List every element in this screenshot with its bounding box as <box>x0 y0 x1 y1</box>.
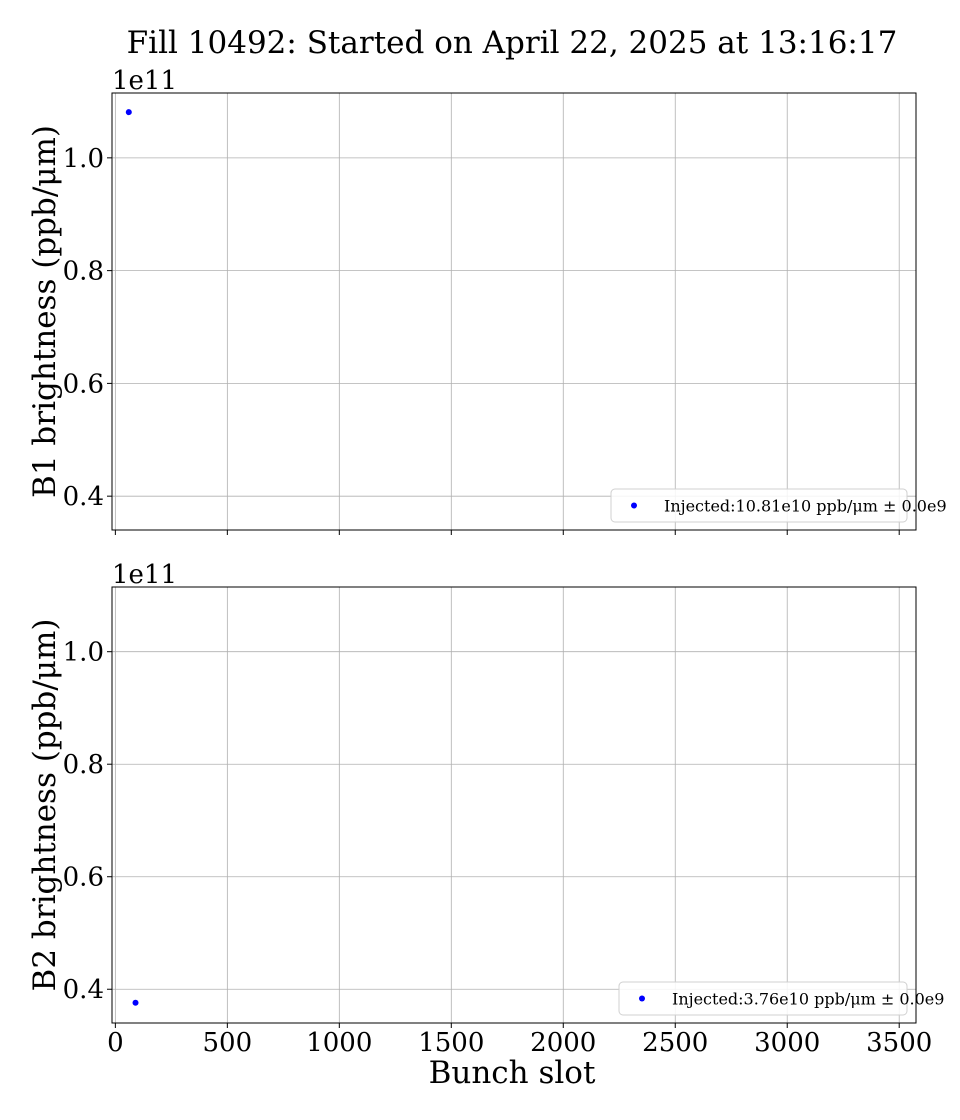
legend-marker <box>639 995 645 1002</box>
x-tick-label: 500 <box>203 1028 253 1058</box>
x-tick-label: 2500 <box>642 1028 708 1058</box>
legend-label: Injected:3.76e10 ppb/μm ± 0.0e9 <box>672 990 944 1009</box>
x-tick-label: 3000 <box>754 1028 820 1058</box>
legend-label: Injected:10.81e10 ppb/μm ± 0.0e9 <box>664 497 947 516</box>
plot-frame <box>111 92 917 531</box>
y-tick-label: 0.8 <box>63 750 104 780</box>
x-tick-label: 1000 <box>306 1028 372 1058</box>
x-tick-label: 3500 <box>866 1028 932 1058</box>
x-tick-label: 1500 <box>418 1028 484 1058</box>
y-tick-label: 0.8 <box>63 257 104 287</box>
y-axis-label: B1 brightness (ppb/μm) <box>27 125 63 498</box>
y-tick-label: 1.0 <box>63 144 104 174</box>
y-offset-text: 1e11 <box>112 66 177 96</box>
y-offset-text: 1e11 <box>112 560 177 590</box>
x-tick-label: 2000 <box>530 1028 596 1058</box>
panel-2: 0 500 1000 1500 2000 2500 3000 3500 0.4 0.6 0.8 1.0… <box>27 560 944 1058</box>
y-tick-label: 1.0 <box>63 638 104 668</box>
x-tick-label: 0 <box>107 1028 124 1058</box>
legend-box <box>618 981 908 1016</box>
legend-marker <box>631 502 637 509</box>
x-axis-label: Bunch slot <box>429 1055 596 1091</box>
chart-title: Fill 10492: Started on April 22, 2025 at… <box>127 25 898 61</box>
data-point <box>132 999 139 1006</box>
y-tick-label: 0.6 <box>63 369 104 399</box>
data-point <box>125 109 132 116</box>
panel-1: 0.4 0.6 0.8 1.0 1e11 B1 brightness (ppb/μm) In… <box>27 66 947 535</box>
plot-frame <box>111 586 917 1024</box>
y-axis-label: B2 brightness (ppb/μm) <box>27 619 63 992</box>
panels-layer: 0.4 0.6 0.8 1.0 1e11 B1 brightness (ppb/μm) In… <box>27 66 947 1058</box>
y-tick-label: 0.4 <box>63 482 104 512</box>
y-tick-label: 0.4 <box>63 975 104 1005</box>
legend-box <box>610 488 908 523</box>
y-tick-label: 0.6 <box>63 863 104 893</box>
